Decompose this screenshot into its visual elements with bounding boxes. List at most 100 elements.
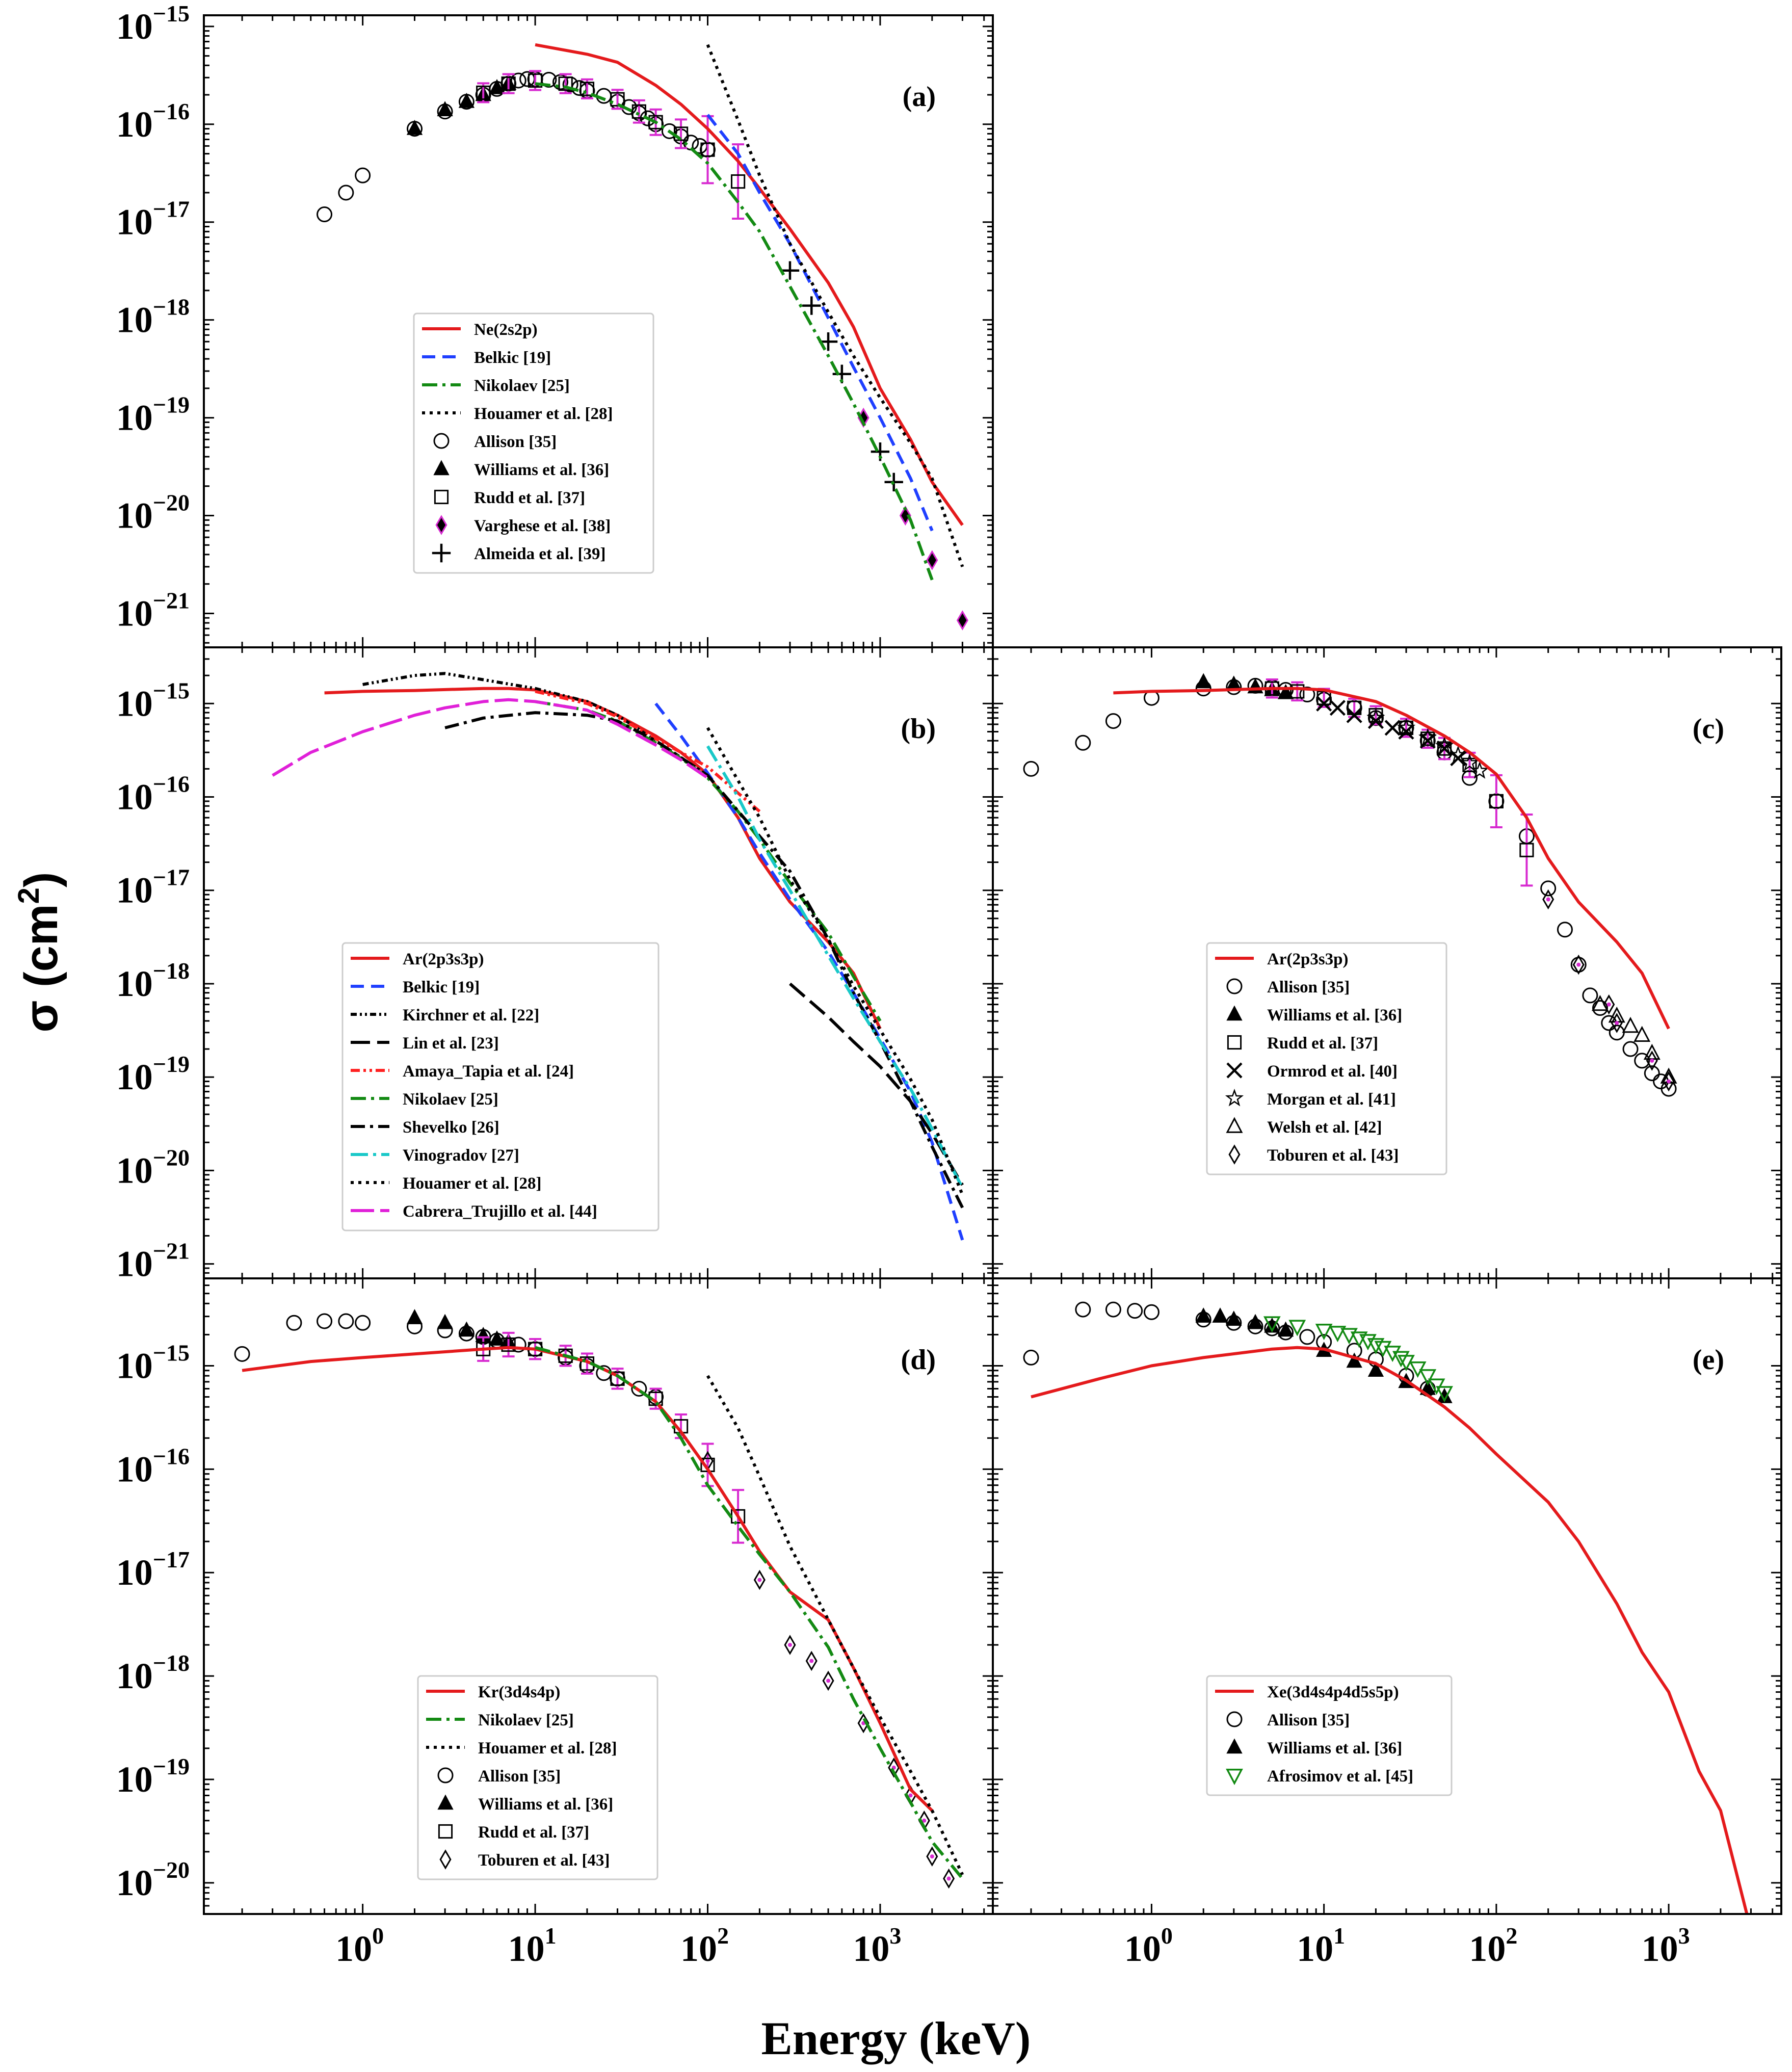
data-point-center [787,1643,792,1647]
legend-label: Toburen et al. [43] [1267,1146,1399,1165]
legend-label: Allison [35] [478,1767,561,1786]
panel-e: 100 101 102 103(e)Xe(3d4s4p4d5s5p)Allison [… [992,1277,1782,1969]
y-tick-base: 10 [116,1150,153,1191]
data-point [338,185,354,201]
series-line-lin-et-al-23- [789,982,964,1186]
y-tick-exponent: −21 [153,1238,190,1264]
data-point [1023,760,1039,777]
panel-c: (c) Ar(2p3s3p) Allison [35] Williams et al.… [992,646,1782,1279]
y-tick-label: 10−18 [116,1650,190,1696]
legend-marker-sample [437,1767,454,1784]
error-bar [675,118,688,149]
legend-marker-sample [1226,1711,1243,1727]
x-axis-title: Energy (keV) [761,2012,1031,2064]
data-point [1340,1328,1358,1345]
data-point-center [946,1876,951,1881]
data-point [1470,761,1489,779]
x-tick-exponent: 3 [889,1923,901,1949]
legend-marker-sample [439,1849,452,1870]
legend-label: Allison [35] [1267,1711,1350,1729]
series-line-kirchner-et-al-22- [362,672,709,777]
legend-label: Williams et al. [36] [1267,1739,1402,1758]
legend-marker-sample [1226,1738,1243,1754]
legend-label: Belkic [19] [403,978,480,996]
data-point [1592,1000,1608,1016]
y-tick-label: 10−17 [116,864,190,911]
data-point-center [1667,1079,1671,1084]
y-tick-base: 10 [116,1552,153,1593]
legend-label: Lin et al. [23] [403,1034,499,1053]
legend: Kr(3d4s4p) Nikolaev [25] Houamer et al. [2… [417,1675,658,1880]
legend-label: Xe(3d4s4p4d5s5p) [1267,1683,1399,1701]
y-axis-title-sup: 2 [12,887,45,904]
panels: 10−2110−2010−1910−1810−1710−1610−15(a)Ne… [116,1,1782,1969]
y-tick-label: 10−15 [116,1340,190,1386]
data-point [784,1635,796,1655]
y-tick-label: 10−20 [116,1857,190,1903]
y-tick-exponent: −15 [153,1340,190,1366]
data-point-center [930,1854,934,1859]
data-point [528,73,543,88]
y-tick-label: 10−18 [116,958,190,1004]
panel-label: (c) [1693,713,1724,745]
data-point [1226,1310,1242,1326]
y-tick-exponent: −18 [153,294,190,320]
series-line-ar-2p3s3p- [1113,687,1670,1030]
legend-label: Toburen et al. [43] [478,1851,610,1870]
series-line-kr-3d4s4p- [242,1346,933,1812]
data-point [1075,735,1091,751]
data-point [857,1713,869,1734]
series-line-xe-3d4s4p4d5s5p- [1031,1346,1749,1914]
data-point [1288,1320,1306,1336]
y-tick-exponent: −15 [153,1,190,27]
legend-frame [1206,1675,1453,1796]
data-point [899,505,911,526]
x-tick-exponent: 2 [1506,1923,1517,1949]
data-point [1075,1301,1091,1318]
legend-label: Ormrod et al. [40] [1267,1062,1398,1081]
series-afrosimov-et-al-45- [1263,1316,1453,1403]
y-tick-exponent: −19 [153,392,190,418]
legend-marker-sample [1226,1117,1243,1133]
data-point [489,1330,505,1346]
legend-label: Houamer et al. [28] [478,1739,617,1758]
legend-label: Amaya_Tapia et al. [24] [403,1062,574,1081]
data-point [1316,695,1332,712]
data-point [1436,1386,1453,1403]
data-point [437,1314,453,1329]
y-tick-exponent: −16 [153,771,190,797]
data-point [501,1337,516,1352]
legend-marker-sample [1227,1035,1242,1050]
x-tick-base: 10 [1297,1928,1333,1969]
data-point [406,1309,423,1324]
series-line-amaya-tapia-et-al-24- [535,690,761,813]
y-tick-base: 10 [116,1449,153,1489]
legend-label: Shevelko [26] [403,1118,499,1137]
data-point [753,1569,766,1590]
data-point [926,550,938,570]
y-tick-exponent: −17 [153,864,190,890]
x-tick-label: 103 [1642,1923,1690,1969]
data-point [406,120,423,135]
legend-label: Nikolaev [25] [478,1711,574,1729]
data-point [1366,708,1385,726]
y-tick-label: 10−19 [116,1051,190,1097]
y-tick-base: 10 [116,300,153,340]
data-point [1644,1065,1660,1082]
data-point [1277,684,1294,699]
data-point [648,115,663,129]
data-point [355,167,371,183]
data-point [489,79,505,94]
data-point [1396,718,1416,736]
series-line-nikolaev-25- [535,82,934,581]
legend-label: Rudd et al. [37] [1267,1034,1378,1053]
legend-label: Allison [35] [1267,978,1350,996]
data-point [1384,1346,1402,1362]
legend-label: Ar(2p3s3p) [403,950,484,968]
series-line-nikolaev-25- [535,1346,964,1880]
legend-label: Kirchner et al. [22] [403,1006,539,1025]
legend-frame [341,942,660,1231]
x-tick-exponent: 0 [372,1923,384,1949]
legend-marker-sample [435,515,447,535]
